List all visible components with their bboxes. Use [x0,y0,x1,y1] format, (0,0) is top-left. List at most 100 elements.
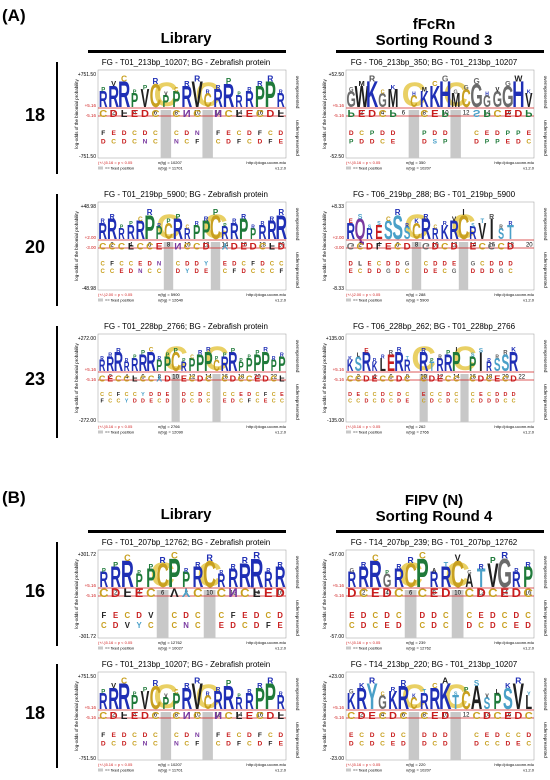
position-tick-label: 12 [478,591,485,597]
lower-residue-letter: D [363,374,370,383]
upper-residue-letter: R [356,682,367,716]
upper-residue-letter: S [501,351,509,378]
lower-residue-letter-small: C [266,611,272,620]
lower-residue-letter-small: C [495,740,500,747]
lower-residue-letter: C [525,709,533,719]
fixed-legend-swatch [346,768,351,772]
upper-residue-letter: K [366,75,378,116]
lower-residue-letter-small: C [148,621,154,630]
y-threshold-hi-label: +5.16 [85,103,97,108]
upper-residue-letter: C [171,347,180,378]
lower-residue-letter: E [246,107,253,117]
fixed-position-shade [408,110,420,158]
upper-residue-letter-small: R [195,221,199,227]
upper-residue-letter: Y [366,677,377,718]
position-tick-label: 6 [141,375,145,381]
upper-residue-letter: S [384,216,393,245]
lower-residue-letter-small: C [270,269,275,275]
upper-residue-letter: T [477,564,486,593]
lower-residue-letter-small: G [386,269,391,275]
upper-residue-letter-small: S [471,223,475,229]
lower-residue-letter-small: C [237,130,242,137]
lower-residue-letter: C [502,374,509,383]
lower-residue-letter-small: C [125,611,131,620]
lower-residue-letter: D [450,240,457,250]
fg-count: n(fg) = 220 [406,762,426,767]
position-tick-label: 4 [129,243,133,249]
lower-residue-letter: C [420,107,428,117]
upper-residue-letter: R [213,86,223,114]
lower-residue-letter-small: C [508,269,513,275]
left-column-rule [88,530,286,533]
position-tick-label: 4 [133,713,137,719]
lower-residue-letter-small: C [485,740,490,747]
upper-residue-letter: G [378,692,387,714]
lower-residue-letter-small: D [370,138,375,145]
position-tick-label: 6 [396,243,400,249]
upper-residue-letter-small: V [455,553,461,563]
lower-residue-letter-small: E [356,392,360,398]
lower-residue-letter-small: C [454,399,458,405]
lower-residue-letter: D [230,374,237,383]
upper-residue-letter-small: R [401,679,407,688]
upper-residue-letter-small: P [215,356,219,362]
lower-residue-letter: D [368,107,376,117]
upper-residue-letter-small: R [391,687,396,694]
upper-residue-letter: G [497,550,512,596]
upper-residue-letter: R [181,360,187,375]
upper-residue-letter-small: C [190,354,194,360]
lower-residue-letter-small: D [384,611,390,620]
lower-residue-letter-small: G [471,262,476,268]
row-length-bracket [56,194,58,306]
position-tick-label: 4 [381,111,385,117]
lower-residue-letter-small: D [386,262,391,268]
upper-residue-letter-small: R [194,73,200,83]
lower-residue-letter-small: C [373,621,379,630]
left-column-header: Library [160,30,212,47]
lower-residue-letter-small: C [239,399,243,405]
upper-residue-letter-small: P [182,358,186,364]
row-length-bracket [56,542,58,646]
y-threshold-hi-label: +5.16 [85,367,97,372]
lower-residue-letter: D [231,240,238,250]
upper-residue-letter-small: T [422,690,426,696]
bg-count: n(bg) = 10027 [158,646,184,651]
upper-residue-letter-small: R [499,225,503,231]
lower-residue-letter-small: C [195,611,201,620]
upper-residue-letter: R [394,345,403,377]
upper-residue-letter: G [493,87,502,112]
upper-residue-letter-small: R [184,568,189,574]
upper-residue-letter-small: R [147,208,153,217]
lower-residue-letter-small: C [110,269,115,275]
lower-residue-letter-small: D [370,732,375,739]
upper-residue-letter: P [168,550,181,596]
lower-residue-letter-small: C [272,392,276,398]
upper-residue-letter-small: E [349,219,353,225]
lower-residue-letter-small: F [237,138,241,145]
lower-residue-letter-small: C [157,269,162,275]
lower-residue-letter-small: D [370,740,375,747]
upper-residue-letter: R [267,216,276,245]
upper-residue-letter-small: R [157,356,161,362]
lower-residue-letter-small: C [206,392,210,398]
position-tick-label: 8 [415,243,419,249]
lower-residue-letter: C [473,709,481,719]
lower-residue-letter-small: D [232,262,237,268]
upper-residue-letter-small: R [263,347,268,354]
lower-residue-letter-small: D [396,269,401,275]
upper-residue-letter: P [172,87,180,112]
lower-residue-letter-small: C [216,740,221,747]
upper-residue-letter-small: P [166,219,170,225]
lower-residue-letter-small: C [396,611,402,620]
upper-residue-letter: P [255,80,265,114]
upper-residue-letter: R [100,567,109,592]
upper-residue-letter-small: R [198,350,203,356]
lower-residue-letter: C [469,374,476,383]
underrepresented-label: underrepresented [543,120,548,156]
upper-residue-letter: P [493,689,501,714]
right-column-header-line1: fFcRn [412,16,456,33]
lower-residue-letter-small: D [401,740,406,747]
lower-residue-letter: D [514,107,522,117]
y-threshold-hi-label: +5.16 [85,583,97,588]
